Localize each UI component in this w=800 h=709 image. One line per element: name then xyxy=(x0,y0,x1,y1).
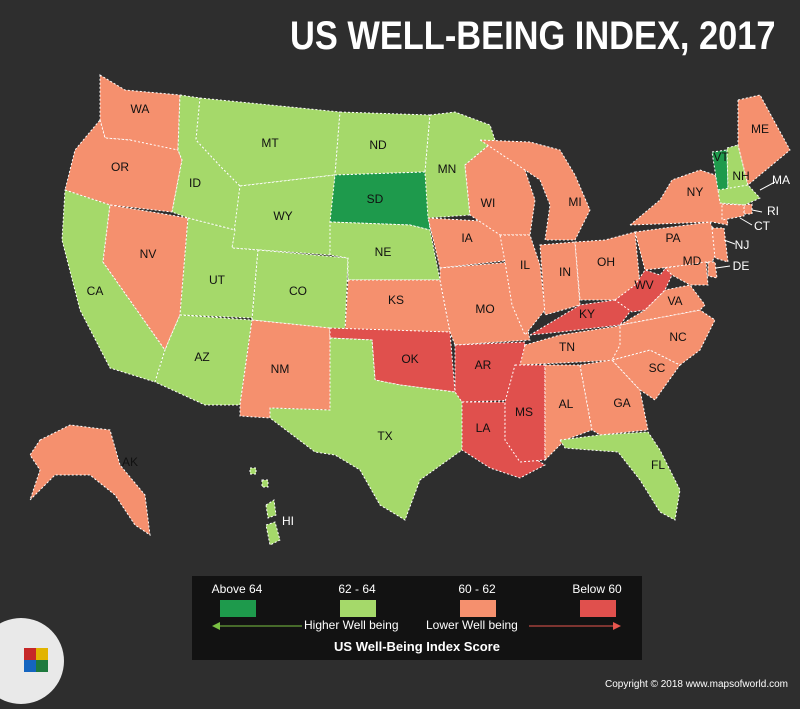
state-nd[interactable] xyxy=(334,111,431,176)
state-ny[interactable] xyxy=(628,169,729,226)
label-nv: NV xyxy=(140,247,157,261)
label-tx: TX xyxy=(377,429,392,443)
label-ma: MA xyxy=(772,173,790,187)
state-vt[interactable] xyxy=(711,149,729,191)
label-mo: MO xyxy=(475,302,494,316)
label-sd: SD xyxy=(367,192,384,206)
label-ms: MS xyxy=(515,405,533,419)
legend-swatch-mid-low xyxy=(460,600,496,617)
state-ma[interactable] xyxy=(717,184,761,206)
logo xyxy=(0,618,64,704)
label-mi: MI xyxy=(568,195,581,209)
label-oh: OH xyxy=(597,255,615,269)
state-wy[interactable] xyxy=(231,174,336,256)
label-ok: OK xyxy=(401,352,418,366)
label-ar: AR xyxy=(475,358,492,372)
state-ia[interactable] xyxy=(427,217,513,269)
label-ut: UT xyxy=(209,273,226,287)
state-hi[interactable] xyxy=(249,467,281,546)
state-wa[interactable] xyxy=(99,74,181,151)
state-de[interactable] xyxy=(707,261,718,279)
label-nc: NC xyxy=(669,330,687,344)
state-me[interactable] xyxy=(737,94,791,186)
label-ak: AK xyxy=(122,455,138,469)
state-il[interactable] xyxy=(499,234,546,336)
state-pa[interactable] xyxy=(634,221,721,271)
label-or: OR xyxy=(111,160,129,174)
label-ga: GA xyxy=(613,396,630,410)
state-ct[interactable] xyxy=(721,203,745,221)
state-al[interactable] xyxy=(544,364,593,462)
label-nd: ND xyxy=(369,138,387,152)
legend-swatch-above xyxy=(220,600,256,617)
label-nj: NJ xyxy=(735,238,750,252)
state-ak[interactable] xyxy=(29,424,151,537)
label-co: CO xyxy=(289,284,307,298)
label-wa: WA xyxy=(131,102,150,116)
label-ca: CA xyxy=(87,284,104,298)
state-oh[interactable] xyxy=(574,231,641,301)
label-vt: VT xyxy=(713,150,729,164)
label-mn: MN xyxy=(438,162,457,176)
label-wi: WI xyxy=(481,196,496,210)
state-mi[interactable] xyxy=(478,139,591,241)
state-ri[interactable] xyxy=(743,203,753,215)
arrow-left-icon xyxy=(212,622,302,630)
label-ct: CT xyxy=(754,219,771,233)
label-il: IL xyxy=(520,258,530,272)
label-az: AZ xyxy=(194,350,209,364)
label-sc: SC xyxy=(649,361,666,375)
state-nj[interactable] xyxy=(711,227,729,263)
state-fl[interactable] xyxy=(559,431,681,521)
legend-label-mid-low: 60 - 62 xyxy=(458,582,496,596)
state-sd[interactable] xyxy=(329,171,431,231)
legend-swatch-below xyxy=(580,600,616,617)
state-ky[interactable] xyxy=(529,299,636,336)
state-md[interactable] xyxy=(663,261,709,286)
label-nm: NM xyxy=(271,362,290,376)
state-co[interactable] xyxy=(251,249,349,331)
label-in: IN xyxy=(559,265,571,279)
legend-label-mid-high: 62 - 64 xyxy=(338,582,376,596)
legend-label-below: Below 60 xyxy=(572,582,622,596)
legend-swatch-mid-high xyxy=(340,600,376,617)
state-in[interactable] xyxy=(539,241,581,316)
state-ca[interactable] xyxy=(61,189,166,383)
label-wy: WY xyxy=(273,209,292,223)
label-me: ME xyxy=(751,122,769,136)
label-md: MD xyxy=(683,254,702,268)
label-ny: NY xyxy=(687,185,704,199)
label-ri: RI xyxy=(767,204,779,218)
state-nc[interactable] xyxy=(611,309,716,366)
map-title: US WELL-BEING INDEX, 2017 xyxy=(290,14,776,58)
copyright-text: Copyright © 2018 www.mapsofworld.com xyxy=(605,679,788,690)
state-az[interactable] xyxy=(154,314,253,406)
label-mt: MT xyxy=(261,136,279,150)
legend-higher-label: Higher Well being xyxy=(304,618,399,632)
label-ia: IA xyxy=(461,231,472,245)
label-id: ID xyxy=(189,176,201,190)
state-or[interactable] xyxy=(64,118,183,213)
label-la: LA xyxy=(476,421,491,435)
label-al: AL xyxy=(559,397,574,411)
label-de: DE xyxy=(733,259,750,273)
label-nh: NH xyxy=(732,169,749,183)
label-tn: TN xyxy=(559,340,575,354)
legend-label-above: Above 64 xyxy=(211,582,263,596)
label-va: VA xyxy=(667,294,682,308)
label-ne: NE xyxy=(375,245,392,259)
label-ky: KY xyxy=(579,307,595,321)
legend-lower-label: Lower Well being xyxy=(426,618,518,632)
arrow-right-icon xyxy=(529,622,621,630)
label-wv: WV xyxy=(634,278,653,292)
label-fl: FL xyxy=(651,458,665,472)
label-pa: PA xyxy=(665,231,680,245)
state-tx[interactable] xyxy=(269,337,466,521)
state-ar[interactable] xyxy=(454,341,526,403)
legend-panel: Above 64 62 - 64 60 - 62 Below 60 Higher… xyxy=(192,576,642,660)
label-hi: HI xyxy=(282,514,294,528)
legend-caption: US Well-Being Index Score xyxy=(334,639,500,654)
label-ks: KS xyxy=(388,293,404,307)
